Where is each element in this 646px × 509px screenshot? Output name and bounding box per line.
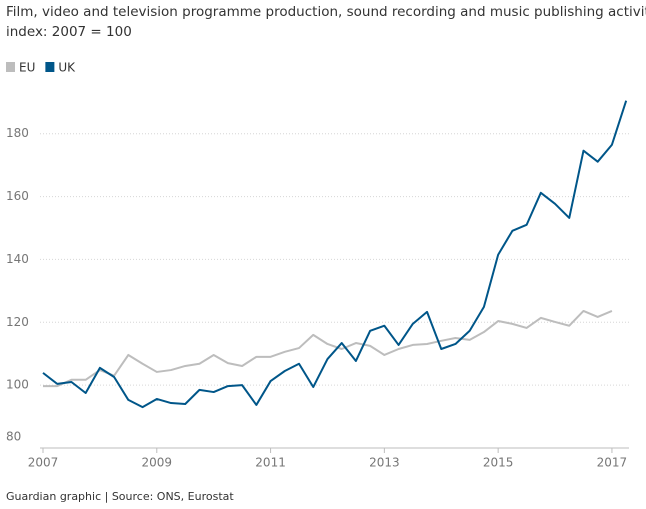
legend-swatch xyxy=(6,62,15,72)
chart-title: index: 2007 = 100 xyxy=(6,24,132,40)
legend-label: UK xyxy=(58,61,76,75)
y-tick-label: 120 xyxy=(6,315,29,329)
series-line xyxy=(43,309,613,388)
legend-swatch xyxy=(45,62,55,72)
x-tick-label: 2015 xyxy=(483,456,514,470)
y-tick-label: 160 xyxy=(6,189,29,203)
y-tick-label: 180 xyxy=(6,126,29,140)
x-tick-label: 2013 xyxy=(369,456,400,470)
x-tick-label: 2007 xyxy=(28,456,59,470)
series-line xyxy=(42,100,628,409)
y-tick-label: 100 xyxy=(6,378,29,392)
x-tick-label: 2009 xyxy=(142,456,173,470)
x-tick-label: 2017 xyxy=(597,456,628,470)
source: Guardian graphic | Source: ONS, Eurostat xyxy=(6,490,234,503)
legend-label: EU xyxy=(19,61,35,75)
chart-title: Film, video and television programme pro… xyxy=(6,4,646,20)
y-tick-label: 80 xyxy=(6,430,21,444)
x-tick-label: 2011 xyxy=(255,456,286,470)
y-tick-label: 140 xyxy=(6,252,29,266)
